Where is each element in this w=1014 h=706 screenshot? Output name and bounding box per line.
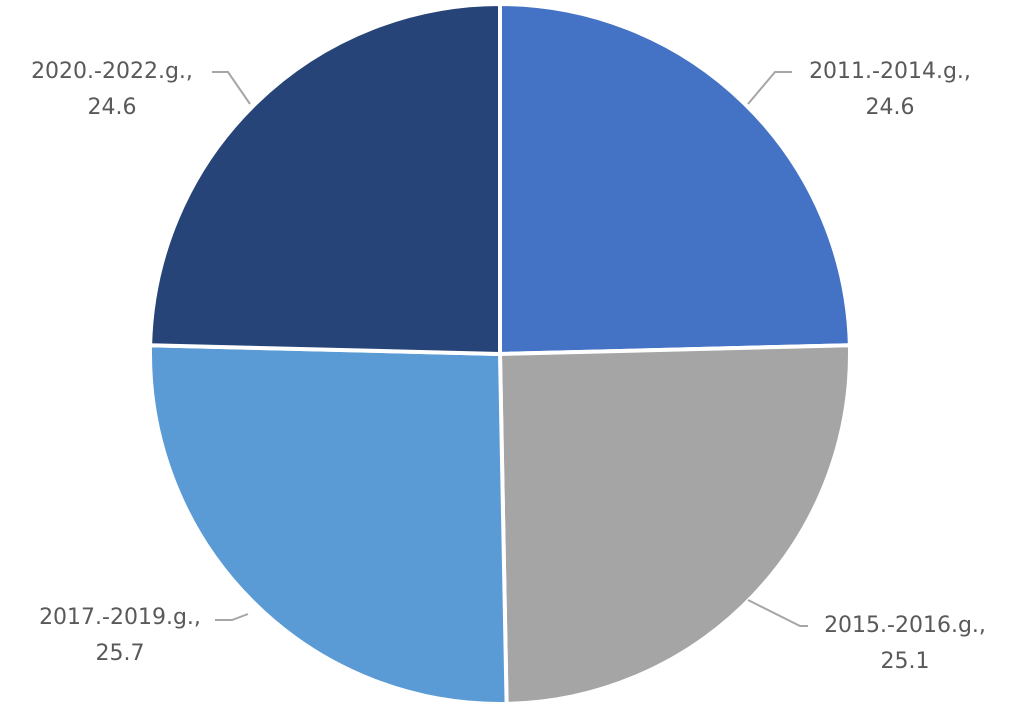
leader-line-3 (215, 613, 249, 621)
leader-line-4 (212, 71, 251, 105)
slice-value-3: 25.7 (96, 641, 145, 666)
slice-value-1: 24.6 (866, 95, 915, 120)
slice-label-2: 2015.-2016.g., (824, 613, 986, 638)
slice-label-4: 2020.-2022.g., (31, 59, 193, 84)
slice-value-2: 25.1 (881, 649, 930, 674)
data-labels-layer: 2011.-2014.g., 24.6 2015.-2016.g., 25.1 2017… (31, 59, 986, 674)
pie-slice-2 (498, 343, 852, 706)
leader-lines-layer (212, 71, 808, 627)
slices-layer (148, 2, 852, 706)
leader-line-2 (747, 599, 808, 627)
pie-slice-3 (148, 343, 509, 706)
pie-slice-4 (148, 2, 502, 356)
slice-label-3: 2017.-2019.g., (39, 605, 201, 630)
leader-line-1 (747, 71, 792, 105)
pie-slice-1 (498, 2, 852, 356)
slice-label-1: 2011.-2014.g., (809, 59, 971, 84)
slice-value-4: 24.6 (88, 95, 137, 120)
